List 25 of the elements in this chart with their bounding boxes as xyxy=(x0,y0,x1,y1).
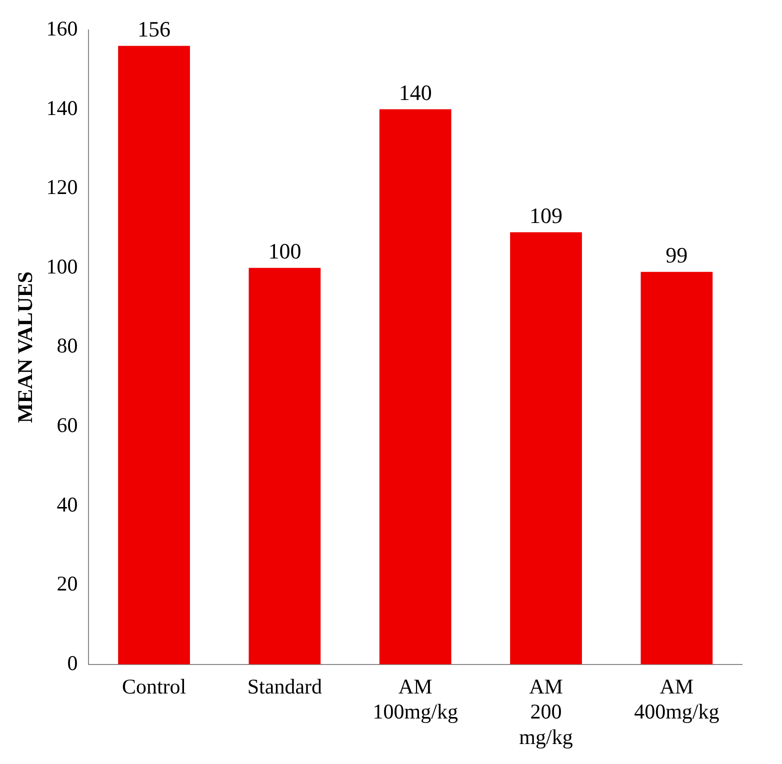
data-label: 99 xyxy=(666,242,688,268)
y-tick-label: 20 xyxy=(56,572,78,596)
y-tick-label: 120 xyxy=(46,175,78,200)
y-tick-label: 60 xyxy=(56,413,78,438)
x-tick-label: AM 200 mg/kg xyxy=(519,674,574,749)
bar xyxy=(248,268,321,664)
bar xyxy=(640,272,713,664)
y-axis-title: MEAN VALUES xyxy=(13,271,38,423)
y-tick-label: 140 xyxy=(46,96,78,120)
y-tick-label: 160 xyxy=(46,16,78,41)
x-tick-label: Control xyxy=(122,674,186,699)
bar xyxy=(118,46,190,664)
y-tick-label: 40 xyxy=(56,492,78,516)
data-label: 156 xyxy=(138,16,171,42)
data-label: 109 xyxy=(530,202,563,228)
data-label: 140 xyxy=(398,80,432,106)
y-tick-label: 80 xyxy=(56,334,78,358)
x-tick-label: AM 100mg/kg xyxy=(372,674,458,724)
x-tick-label: AM 400mg/kg xyxy=(634,674,720,724)
bar xyxy=(379,109,452,664)
y-tick-label: 0 xyxy=(67,650,78,675)
data-label: 100 xyxy=(268,238,302,264)
y-tick-label: 100 xyxy=(46,254,78,278)
x-tick-label: Standard xyxy=(247,674,323,699)
bar xyxy=(510,232,582,664)
